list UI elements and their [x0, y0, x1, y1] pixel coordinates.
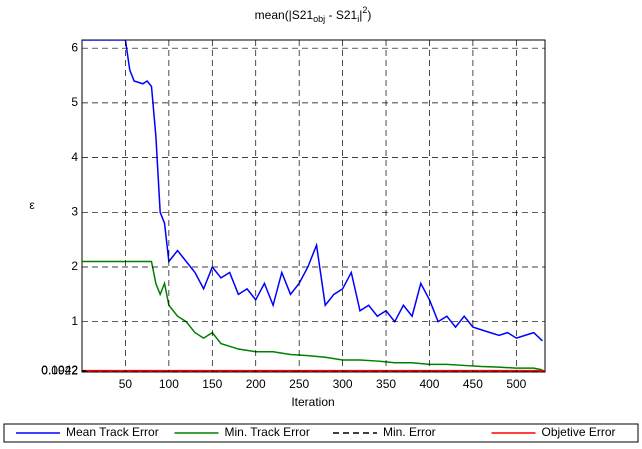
x-tick-label: 400 [419, 377, 439, 391]
y-tick-label: 0.1042 [41, 363, 78, 377]
title-part: obj [313, 14, 325, 24]
y-tick-label: 5 [71, 95, 78, 109]
x-tick-label: 50 [119, 377, 133, 391]
series-line [82, 260, 543, 371]
title-part: - S21 [325, 8, 357, 22]
title-part: ) [367, 8, 371, 22]
y-tick-label: 1 [71, 314, 78, 328]
title-part: 2 [362, 5, 367, 15]
x-tick-label: 100 [159, 377, 179, 391]
y-tick-label: 3 [71, 204, 78, 218]
x-tick-label: 150 [202, 377, 222, 391]
x-tick-label: 450 [463, 377, 483, 391]
x-tick-label: 350 [376, 377, 396, 391]
legend-label: Min. Track Error [225, 425, 310, 439]
y-tick-label: 4 [71, 150, 78, 164]
legend [3, 423, 639, 443]
y-tick-label: 2 [71, 259, 78, 273]
chart-title: mean(|S21obj - S21i|2) [255, 5, 372, 24]
title-part: mean(|S21 [255, 8, 314, 22]
x-tick-label: 200 [246, 377, 266, 391]
y-tick-label: 0.0922 [41, 364, 78, 378]
x-tick-label: 250 [289, 377, 309, 391]
legend-label: Min. Error [383, 425, 436, 439]
x-tick-label: 300 [333, 377, 353, 391]
y-tick-label: 6 [71, 40, 78, 54]
legend-label: Mean Track Error [66, 425, 159, 439]
x-axis-label: Iteration [291, 395, 334, 409]
x-tick-label: 500 [506, 377, 526, 391]
series-line [82, 40, 543, 342]
title-part: | [359, 8, 362, 22]
legend-label: Objetive Error [542, 425, 616, 439]
title-part: i [357, 14, 359, 24]
y-axis-label: ε [29, 198, 35, 212]
